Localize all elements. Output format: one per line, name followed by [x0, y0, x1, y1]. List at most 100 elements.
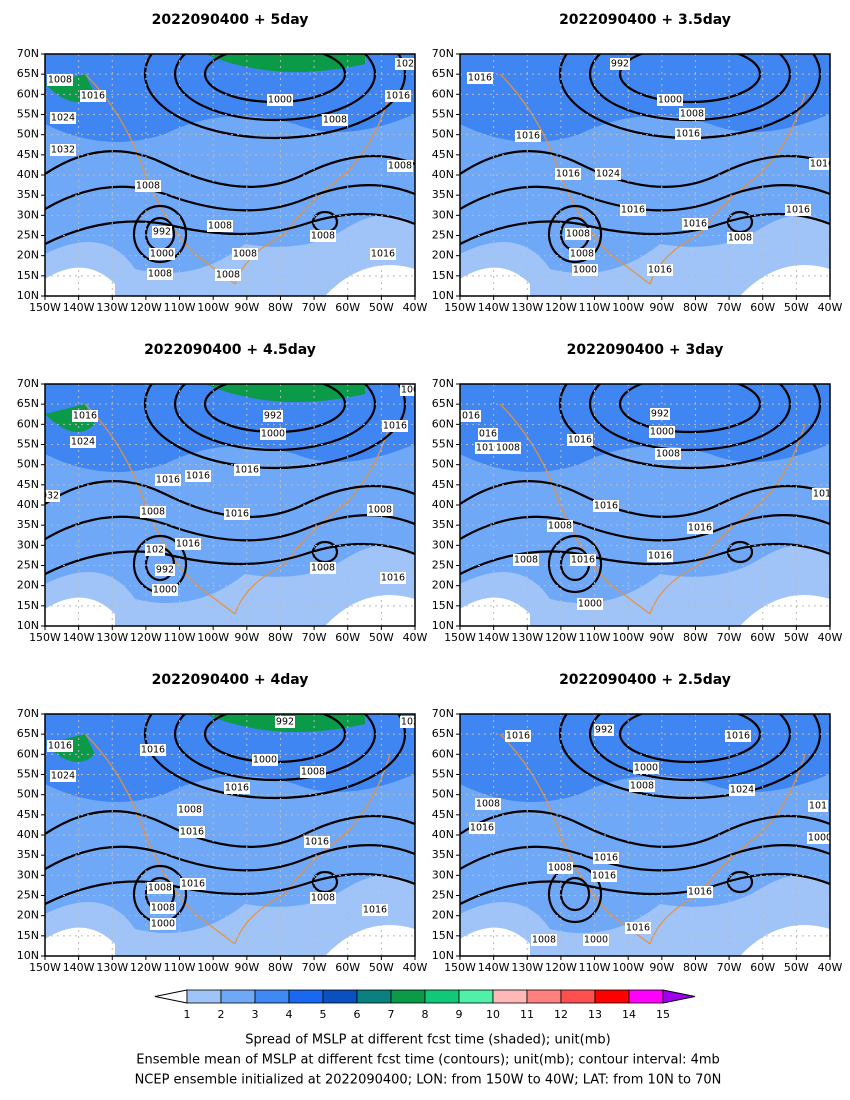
contour — [460, 844, 830, 872]
contour-label: 1016 — [468, 73, 492, 84]
panel-title: 2022090400 + 3day — [567, 342, 724, 358]
contour-label: 1008 — [548, 521, 572, 532]
contour-label-bg — [565, 228, 591, 240]
shading-none — [45, 595, 415, 626]
colorbar-swatch — [220, 989, 256, 1004]
lat-label: 30N — [432, 538, 454, 551]
lat-label: 55N — [432, 438, 454, 451]
contour — [460, 184, 830, 212]
contour-label: 1008 — [148, 883, 172, 894]
contour-label: 1000 — [634, 763, 658, 774]
colorbar-label: 8 — [422, 1008, 429, 1021]
lon-label: 110W — [579, 961, 611, 974]
lon-label: 140W — [478, 961, 510, 974]
lon-label: 60W — [750, 631, 775, 644]
lon-label: 80W — [268, 301, 293, 314]
contour-label-bg — [469, 822, 495, 834]
lon-label: 100W — [197, 961, 229, 974]
contour-label-bg — [380, 572, 406, 584]
contour-label-bg — [260, 428, 286, 440]
contour-label-bg — [570, 554, 596, 566]
shading-none — [45, 925, 415, 956]
contour-label: 1008 — [570, 249, 594, 260]
contour-label: 1016 — [156, 475, 180, 486]
lat-label: 25N — [432, 559, 454, 572]
lat-label: 25N — [17, 889, 39, 902]
lon-label: 40W — [818, 631, 843, 644]
contour-label: 1016 — [470, 823, 494, 834]
contour-label-bg — [400, 716, 415, 728]
contour-label: 1016 — [371, 249, 395, 260]
contour-label: 1016 — [571, 555, 595, 566]
contour — [45, 514, 415, 542]
contour-label-bg — [180, 878, 206, 890]
lat-label: 30N — [432, 868, 454, 881]
lat-label: 10N — [432, 289, 454, 302]
contour-label-bg — [179, 826, 205, 838]
lat-label: 30N — [17, 208, 39, 221]
lon-label: 130W — [96, 961, 128, 974]
colorbar-label: 14 — [622, 1008, 636, 1021]
contour-label: 1016 — [626, 923, 650, 934]
contour-label: 1008 — [323, 115, 347, 126]
contour-label-bg — [263, 410, 283, 422]
contour-label: 1016 — [594, 853, 618, 864]
contour-label: 101 — [809, 801, 827, 812]
contour-label-bg — [175, 538, 201, 550]
contour-label: 1016 — [786, 205, 810, 216]
contour — [45, 872, 415, 905]
lon-label: 70W — [302, 631, 327, 644]
map-panel: 992 1016 1016 1000 1008 1024 1008 1016 1008 1016 1… — [432, 707, 843, 974]
contour-label: 1016 — [73, 411, 97, 422]
lat-label: 20N — [432, 909, 454, 922]
contour-label: 1024 — [71, 437, 95, 448]
contour-label-bg — [310, 230, 336, 242]
contour-label-bg — [513, 554, 539, 566]
shading-none — [460, 925, 830, 956]
colorbar-swatch — [526, 989, 562, 1004]
contour-label: 1008 — [301, 767, 325, 778]
contour-label-bg — [687, 886, 713, 898]
contour-label-bg — [150, 918, 176, 930]
contour-label-bg — [147, 882, 173, 894]
colorbar-swatch — [424, 989, 460, 1004]
panel-title: 2022090400 + 3.5day — [559, 12, 731, 28]
contour-label-bg — [300, 766, 326, 778]
contour-label-bg — [322, 114, 348, 126]
lat-label: 35N — [432, 188, 454, 201]
lat-label: 40N — [432, 828, 454, 841]
lat-label: 10N — [17, 619, 39, 632]
lat-label: 60N — [432, 417, 454, 430]
panel-title: 2022090400 + 4.5day — [144, 342, 316, 358]
contour-label-bg — [725, 730, 751, 742]
contour — [547, 204, 603, 264]
contour-label-bg — [595, 168, 621, 180]
lat-label: 10N — [432, 949, 454, 962]
contour — [45, 184, 415, 212]
contour-label-bg — [785, 204, 811, 216]
contour-label: 1000 — [151, 919, 175, 930]
contour-label-bg — [267, 94, 293, 106]
lon-label: 50W — [369, 961, 394, 974]
colorbar-label: 13 — [588, 1008, 602, 1021]
shading-max — [45, 384, 365, 432]
contour-label-bg — [593, 500, 619, 512]
lon-label: 80W — [268, 631, 293, 644]
contour-label: 1016 — [648, 551, 672, 562]
contour-label-bg — [807, 832, 830, 844]
contour-label-bg — [475, 798, 501, 810]
lon-label: 110W — [579, 301, 611, 314]
contour-label: 1008 — [514, 555, 538, 566]
lon-label: 60W — [335, 301, 360, 314]
contour-label-bg — [362, 904, 388, 916]
contour-label: 1016 — [363, 905, 387, 916]
colorbar-end — [662, 989, 696, 1004]
contour-label: 1000 — [808, 833, 832, 844]
lon-label: 60W — [335, 961, 360, 974]
contour-label-bg — [45, 490, 60, 502]
lat-label: 45N — [432, 808, 454, 821]
lat-label: 60N — [432, 747, 454, 760]
lat-label: 60N — [17, 747, 39, 760]
lat-label: 70N — [17, 707, 39, 720]
